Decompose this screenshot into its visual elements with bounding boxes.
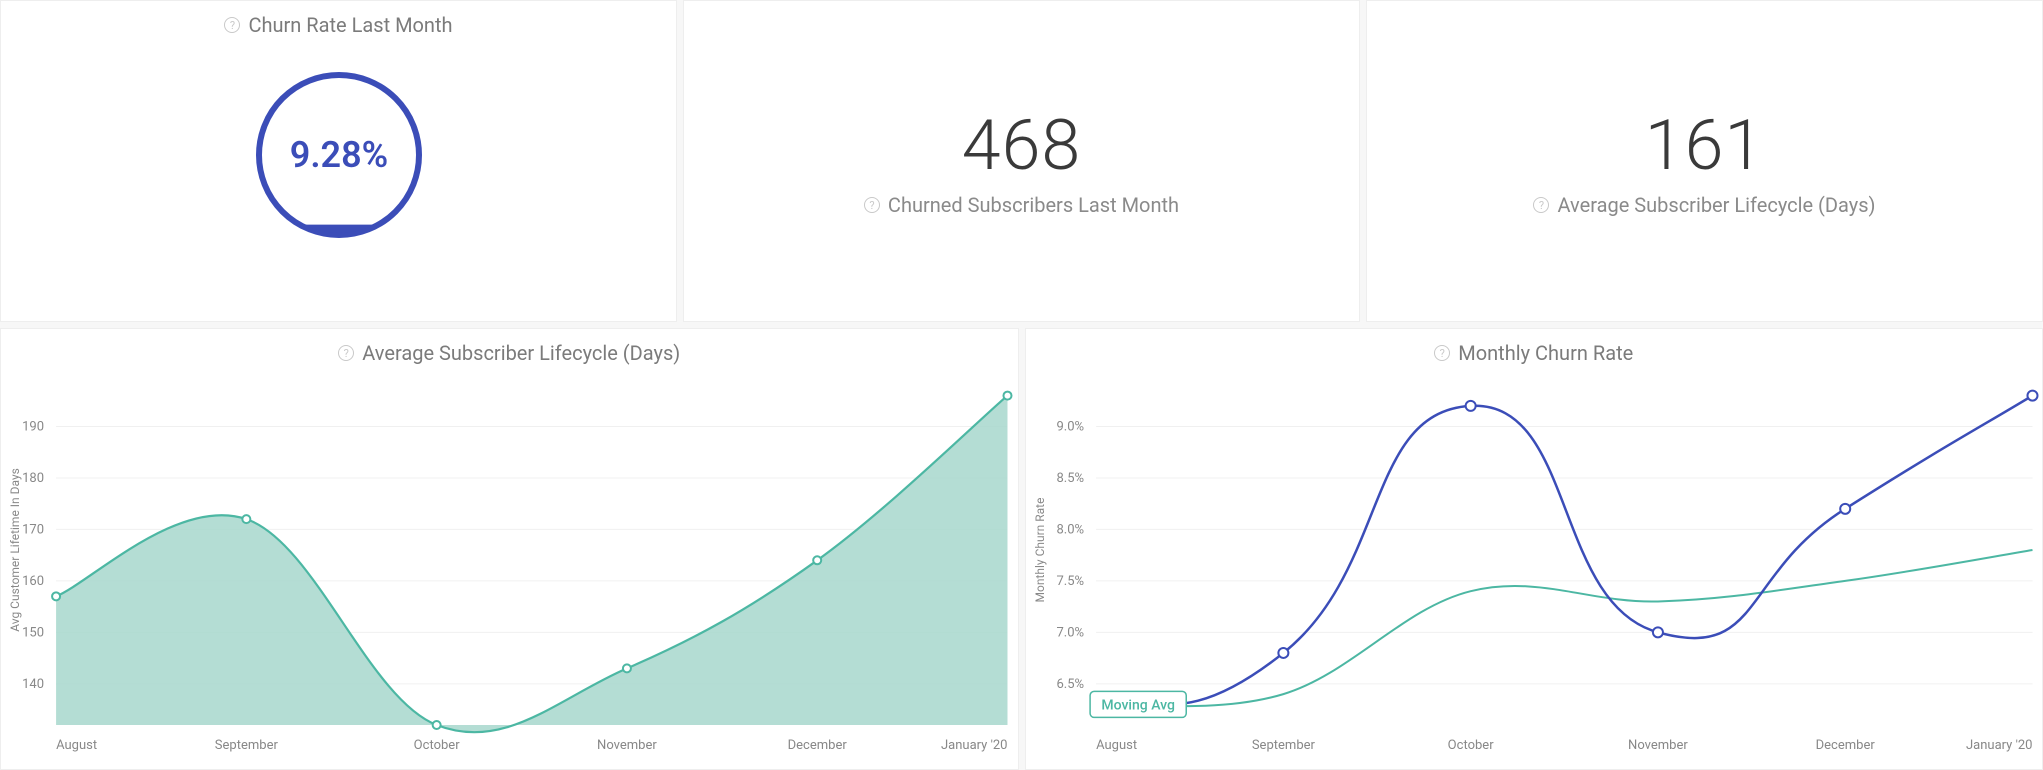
gauge-chart: 9.28% [239,55,439,255]
help-icon[interactable]: ? [864,197,880,213]
svg-text:August: August [56,738,97,753]
lifecycle-area-chart: 140 150 160 170 180 190 Avg Customer Lifetime … [1,365,1018,765]
charts-row: ? Average Subscriber Lifecycle (Days) 14… [0,328,2043,770]
svg-text:9.0%: 9.0% [1056,419,1084,434]
svg-text:August: August [1096,738,1137,753]
svg-text:December: December [1815,738,1875,753]
gauge-value-text: 9.28% [289,134,388,176]
svg-text:8.5%: 8.5% [1056,471,1084,486]
svg-text:January '20: January '20 [1965,738,2032,753]
svg-text:6.5%: 6.5% [1056,677,1084,692]
svg-text:7.0%: 7.0% [1056,625,1084,640]
svg-text:September: September [1251,738,1315,753]
svg-text:140: 140 [22,677,44,692]
svg-text:December: December [788,738,848,753]
kpi-value: 468 [962,105,1081,187]
dashboard: ? Churn Rate Last Month 9.28% 468 ? Chur… [0,0,2043,770]
svg-text:January '20: January '20 [941,738,1008,753]
svg-text:September: September [215,738,279,753]
svg-text:November: November [597,738,657,753]
svg-text:7.5%: 7.5% [1056,574,1084,589]
avg-lifecycle-kpi-card: 161 ? Average Subscriber Lifecycle (Days… [1366,0,2043,322]
kpi-label: Average Subscriber Lifecycle (Days) [1557,193,1875,217]
help-icon[interactable]: ? [1434,345,1450,361]
svg-text:October: October [414,738,461,753]
kpi-label: Churned Subscribers Last Month [888,193,1179,217]
gauge-container: ? Churn Rate Last Month 9.28% [1,1,676,321]
svg-text:Monthly Churn Rate: Monthly Churn Rate [1033,498,1047,603]
help-icon[interactable]: ? [338,345,354,361]
card-title-row: ? Monthly Churn Rate [1026,329,2043,365]
help-icon[interactable]: ? [1533,197,1549,213]
lifecycle-chart-card: ? Average Subscriber Lifecycle (Days) 14… [0,328,1019,770]
svg-text:Moving Avg: Moving Avg [1101,697,1175,713]
svg-text:190: 190 [22,419,44,434]
svg-text:November: November [1628,738,1688,753]
kpi-body: 468 ? Churned Subscribers Last Month [684,1,1359,321]
monthly-churn-chart-card: ? Monthly Churn Rate 6.5% 7.0% 7.5% 8.0% 8.5… [1025,328,2043,770]
card-title: Monthly Churn Rate [1458,341,1633,365]
churn-rate-gauge-card: ? Churn Rate Last Month 9.28% [0,0,677,322]
svg-text:180: 180 [22,471,44,486]
churned-subscribers-card: 468 ? Churned Subscribers Last Month [683,0,1360,322]
card-title: Average Subscriber Lifecycle (Days) [362,341,680,365]
svg-text:150: 150 [22,625,44,640]
kpi-label-row: ? Churned Subscribers Last Month [864,193,1179,217]
card-title-row: ? Churn Rate Last Month [224,1,452,37]
kpi-label-row: ? Average Subscriber Lifecycle (Days) [1533,193,1875,217]
svg-text:8.0%: 8.0% [1056,522,1084,537]
card-title: Churn Rate Last Month [248,13,452,37]
svg-text:170: 170 [22,522,44,537]
svg-text:October: October [1447,738,1494,753]
card-title-row: ? Average Subscriber Lifecycle (Days) [1,329,1018,365]
kpi-body: 161 ? Average Subscriber Lifecycle (Days… [1367,1,2042,321]
svg-text:160: 160 [22,574,44,589]
help-icon[interactable]: ? [224,17,240,33]
svg-text:Avg Customer Lifetime In Days: Avg Customer Lifetime In Days [8,468,22,632]
monthly-churn-line-chart: 6.5% 7.0% 7.5% 8.0% 8.5% 9.0% Monthly Churn Ra… [1026,365,2043,765]
kpi-value: 161 [1645,105,1764,187]
